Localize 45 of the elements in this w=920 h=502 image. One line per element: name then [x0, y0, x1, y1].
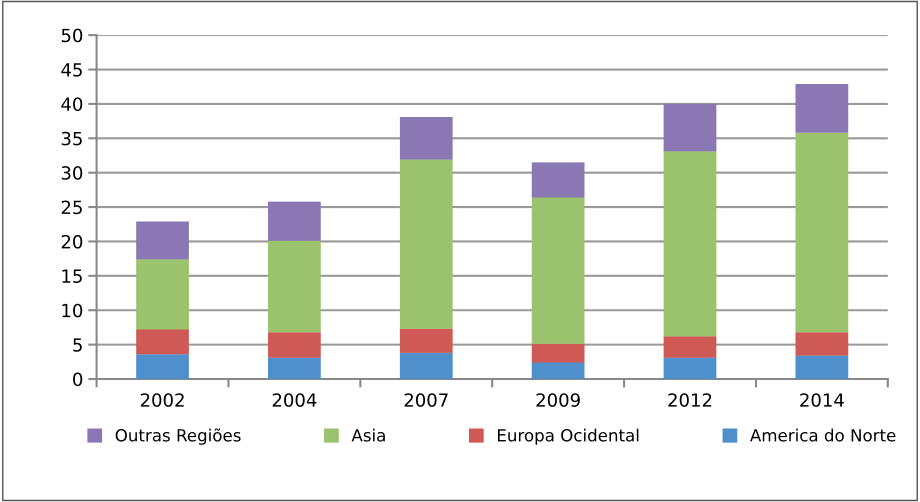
bar — [664, 358, 716, 380]
bar — [664, 151, 716, 336]
x-tick-label: 2009 — [536, 393, 580, 407]
bar — [532, 362, 585, 380]
y-tick-label: 30 — [62, 166, 82, 180]
bar — [795, 332, 848, 356]
legend-label: America do Norte — [750, 428, 896, 442]
bar — [136, 329, 189, 354]
bar — [136, 222, 189, 260]
y-tick-label: 50 — [62, 28, 82, 42]
y-tick-label: 0 — [73, 372, 82, 386]
legend-label: Europa Ocidental — [498, 428, 638, 445]
y-tick-label: 25 — [62, 200, 82, 214]
bar — [795, 356, 848, 380]
y-tick-label: 15 — [62, 270, 82, 283]
bar — [532, 162, 585, 198]
bar — [400, 160, 453, 329]
y-tick-label: 40 — [61, 97, 82, 112]
y-tick-label: 45 — [61, 63, 82, 77]
bar — [664, 336, 716, 358]
legend-label: Outras Regiões — [116, 428, 241, 445]
bar — [664, 104, 716, 152]
bar — [136, 354, 189, 380]
bar — [400, 328, 453, 353]
bar — [268, 332, 321, 358]
bar — [268, 202, 321, 241]
bar — [400, 352, 453, 380]
x-tick-label: 2002 — [140, 393, 184, 407]
y-tick-label: 20 — [62, 234, 82, 249]
bar — [268, 240, 321, 332]
bar — [136, 259, 189, 330]
bar — [795, 84, 848, 133]
x-tick-label: 2004 — [272, 393, 316, 407]
bar — [532, 197, 585, 344]
y-tick-label: 10 — [62, 304, 82, 318]
bar — [400, 116, 453, 160]
x-tick-label: 2007 — [404, 393, 448, 407]
bar — [795, 132, 848, 332]
x-tick-label: 2014 — [800, 393, 844, 407]
bar — [268, 358, 321, 380]
bar — [532, 344, 585, 363]
y-tick-label: 35 — [62, 132, 82, 146]
x-tick-label: 2012 — [668, 393, 712, 407]
legend-label: Asia — [352, 428, 385, 442]
y-tick-label: 5 — [73, 338, 82, 352]
